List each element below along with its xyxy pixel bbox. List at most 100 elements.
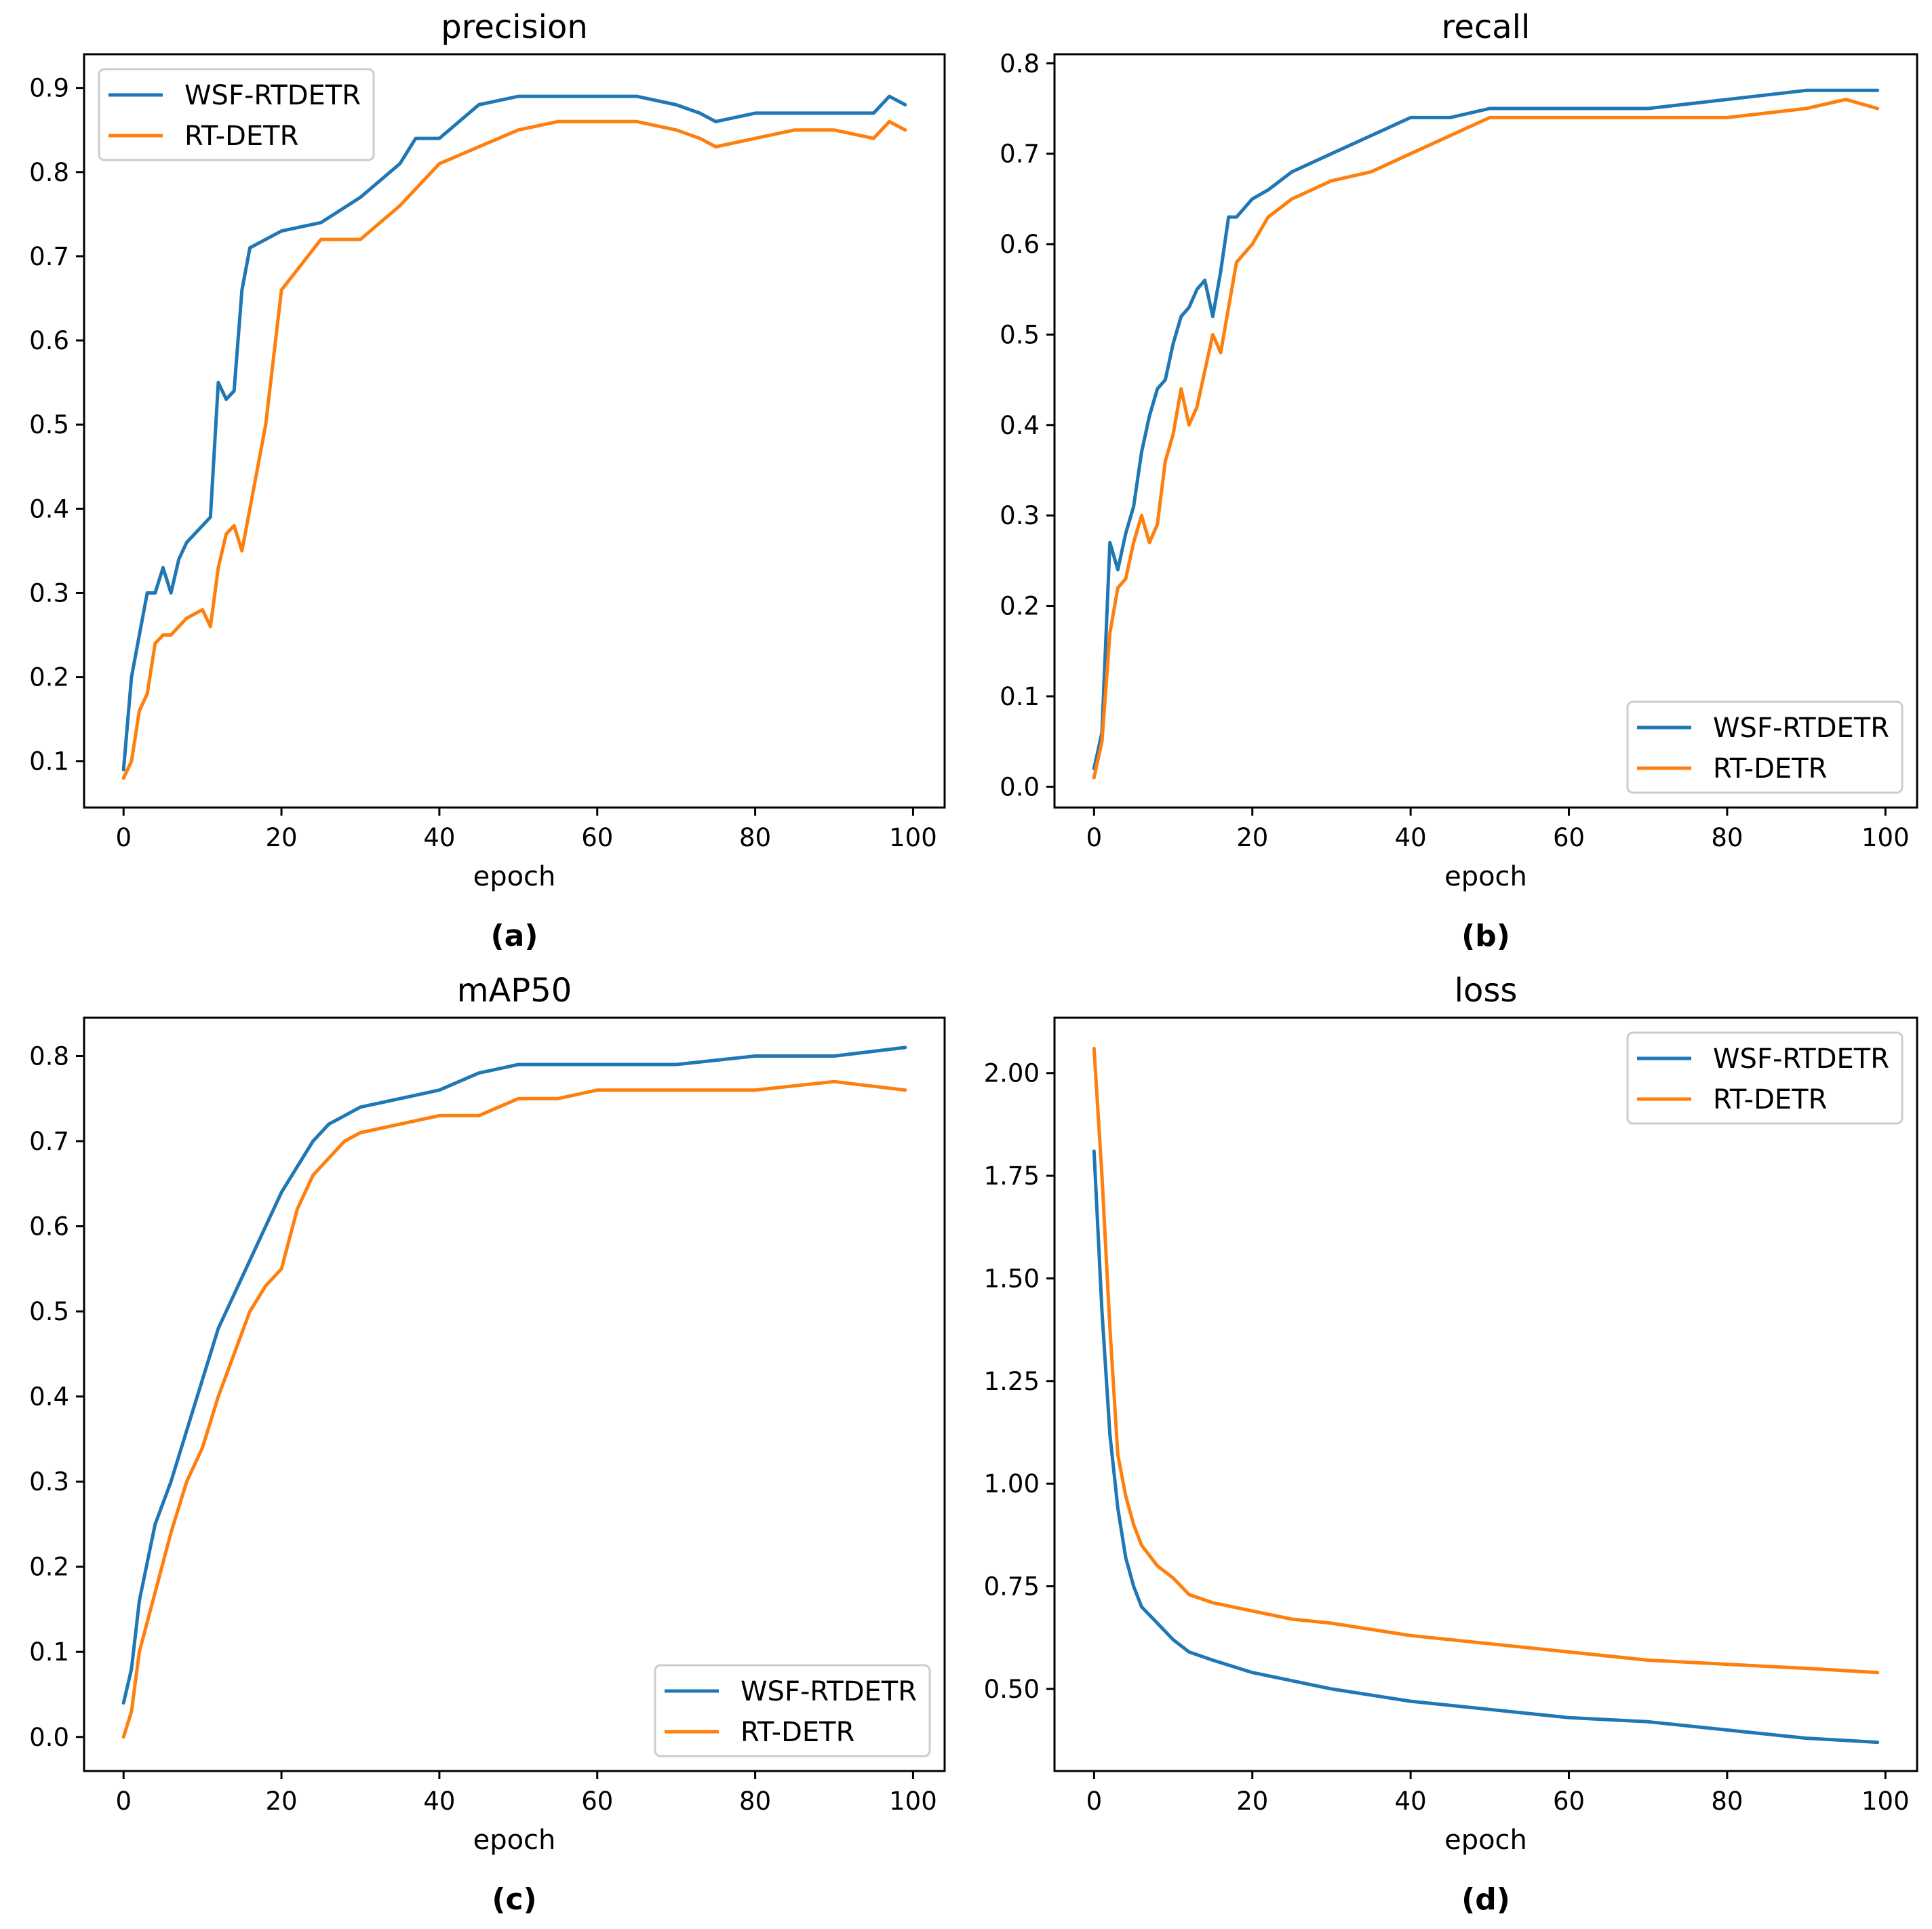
- chart-title: precision: [441, 8, 588, 46]
- x-tick-label: 20: [1236, 1787, 1268, 1816]
- x-tick-label: 100: [889, 823, 937, 852]
- x-tick-label: 60: [581, 1787, 613, 1816]
- legend-box: [1626, 700, 1904, 794]
- x-tick-label: 100: [1861, 1787, 1910, 1816]
- legend-label: WSF-RTDETR: [741, 1676, 917, 1707]
- x-axis-title: epoch: [473, 1825, 556, 1856]
- x-tick-label: 20: [266, 1787, 298, 1816]
- y-tick-label: 0.9: [29, 74, 69, 103]
- x-tick-label: 80: [739, 823, 771, 852]
- y-tick-label: 0.4: [1000, 411, 1040, 440]
- x-tick-label: 20: [266, 823, 298, 852]
- series-line-rt-detr: [121, 1079, 907, 1739]
- series-line-rt-detr: [1092, 1046, 1880, 1675]
- chart-title: recall: [1442, 8, 1531, 46]
- x-tick-label: 0: [1086, 823, 1103, 852]
- legend-label: WSF-RTDETR: [1713, 713, 1889, 744]
- plot-frame: [1053, 53, 1918, 809]
- panel-label: (a): [491, 919, 538, 953]
- y-tick-label: 0.2: [29, 663, 69, 692]
- y-tick-label: 0.5: [1000, 320, 1040, 349]
- x-axis-title: epoch: [1444, 1825, 1527, 1856]
- y-tick-label: 0.8: [29, 158, 69, 187]
- panel-label: (d): [1461, 1882, 1510, 1917]
- y-tick-label: 1.50: [984, 1264, 1040, 1293]
- chart-panel-recall: 0 20 40 60 80 100 0.0 0.1 0.2 0.3 0.4 0.5 0.6 0.7 0.8 r…: [1000, 8, 1918, 953]
- chart-panel-precision: 0 20 40 60 80 100 0.1 0.2 0.3 0.4 0.5 0.6 0.7 0.8 0.9 p…: [29, 8, 946, 953]
- panel-label: (c): [492, 1882, 536, 1917]
- legend-label: WSF-RTDETR: [184, 80, 361, 111]
- x-tick-label: 80: [1711, 823, 1743, 852]
- y-tick-label: 0.6: [29, 1212, 69, 1241]
- x-tick-label: 20: [1236, 823, 1268, 852]
- x-tick-label: 80: [1711, 1787, 1743, 1816]
- y-tick-label: 0.3: [29, 578, 69, 608]
- legend-box: [98, 68, 375, 161]
- y-tick-label: 0.7: [29, 242, 69, 271]
- chart-panel-loss: 0 20 40 60 80 100 0.50 0.75 1.00 1.25 1.50 1.75 2.00…: [984, 972, 1918, 1917]
- series-line-rt-detr: [121, 119, 907, 780]
- legend-label: WSF-RTDETR: [1713, 1043, 1889, 1075]
- x-tick-label: 60: [581, 823, 613, 852]
- x-tick-label: 0: [115, 823, 132, 852]
- y-tick-label: 0.8: [1000, 49, 1040, 78]
- y-tick-label: 0.7: [1000, 140, 1040, 169]
- legend-label: RT-DETR: [1713, 753, 1827, 784]
- legend-label: RT-DETR: [741, 1717, 854, 1748]
- y-tick-label: 0.3: [29, 1467, 69, 1496]
- y-tick-label: 0.1: [29, 1637, 69, 1667]
- chart-title: loss: [1455, 972, 1518, 1010]
- series-line-wsf-rtdetr: [121, 94, 907, 772]
- x-tick-label: 0: [1086, 1787, 1103, 1816]
- legend: WSF-RTDETR RT-DETR: [654, 1664, 931, 1757]
- x-tick-label: 100: [1861, 823, 1910, 852]
- x-tick-label: 60: [1553, 823, 1585, 852]
- y-tick-label: 0.6: [29, 326, 69, 355]
- series-line-wsf-rtdetr: [1092, 88, 1880, 771]
- y-tick-label: 0.7: [29, 1127, 69, 1156]
- chart-panel-mAP50: 0 20 40 60 80 100 0.0 0.1 0.2 0.3 0.4 0.5 0.6 0.7 0.8 m…: [29, 972, 946, 1917]
- x-tick-label: 40: [423, 1787, 455, 1816]
- y-tick-label: 0.1: [29, 747, 69, 776]
- y-tick-label: 0.1: [1000, 682, 1040, 711]
- legend: WSF-RTDETR RT-DETR: [98, 68, 375, 161]
- series-line-wsf-rtdetr: [121, 1046, 907, 1705]
- x-axis-title: epoch: [1444, 861, 1527, 892]
- chart-title: mAP50: [457, 972, 572, 1010]
- y-tick-label: 2.00: [984, 1059, 1040, 1088]
- plot-frame: [1053, 1016, 1918, 1772]
- y-tick-label: 0.0: [1000, 772, 1040, 801]
- y-tick-label: 0.0: [29, 1723, 69, 1752]
- series-line-rt-detr: [1092, 98, 1880, 780]
- x-tick-label: 40: [1395, 823, 1427, 852]
- y-tick-label: 0.5: [29, 1297, 69, 1326]
- x-tick-label: 80: [739, 1787, 771, 1816]
- y-tick-label: 0.8: [29, 1041, 69, 1071]
- legend-box: [654, 1664, 931, 1757]
- y-tick-label: 0.5: [29, 410, 69, 439]
- y-tick-label: 0.2: [29, 1553, 69, 1582]
- y-tick-label: 0.75: [984, 1572, 1040, 1602]
- x-tick-label: 40: [423, 823, 455, 852]
- x-tick-label: 40: [1395, 1787, 1427, 1816]
- x-axis-title: epoch: [473, 861, 556, 892]
- y-tick-label: 0.2: [1000, 592, 1040, 621]
- panel-label: (b): [1461, 919, 1510, 953]
- y-tick-label: 0.4: [29, 494, 69, 523]
- y-tick-label: 0.4: [29, 1383, 69, 1412]
- y-tick-label: 1.00: [984, 1469, 1040, 1498]
- y-tick-label: 1.25: [984, 1367, 1040, 1396]
- legend-label: RT-DETR: [184, 121, 298, 152]
- legend-box: [1626, 1031, 1904, 1125]
- legend: WSF-RTDETR RT-DETR: [1626, 700, 1904, 794]
- x-tick-label: 0: [115, 1787, 132, 1816]
- y-tick-label: 1.75: [984, 1161, 1040, 1191]
- plot-frame: [83, 1016, 946, 1772]
- x-tick-label: 100: [889, 1787, 937, 1816]
- plot-frame: [83, 53, 946, 809]
- y-tick-label: 0.6: [1000, 230, 1040, 259]
- x-tick-label: 60: [1553, 1787, 1585, 1816]
- series-line-wsf-rtdetr: [1092, 1149, 1880, 1745]
- y-tick-label: 0.3: [1000, 501, 1040, 530]
